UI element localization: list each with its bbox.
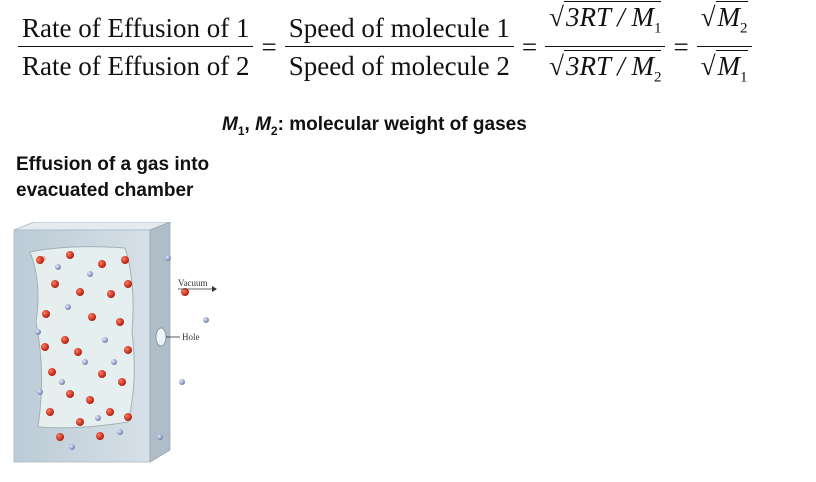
rate-denominator: Rate of Effusion of 2 <box>22 51 250 81</box>
mass-numerator-text: M <box>717 1 741 32</box>
mass-denominator-sub: 1 <box>740 69 748 86</box>
figure-caption: Effusion of a gas into evacuated chamber <box>16 152 256 204</box>
sqrt-icon: √ <box>549 51 564 81</box>
m1-symbol: M <box>222 114 238 135</box>
vacuum-label: Vacuum <box>178 278 208 288</box>
m2-sub: 2 <box>270 123 278 138</box>
mass-fraction: √M2 √M1 <box>696 0 752 94</box>
sqrt-icon: √ <box>700 51 716 81</box>
m2-symbol: M <box>255 114 271 135</box>
graham-law-equation: Rate of Effusion of 1 Rate of Effusion o… <box>18 0 808 90</box>
chamber-top-face <box>13 222 171 231</box>
rms-fraction: √3RT / M1 √3RT / M2 <box>545 0 666 94</box>
mass-denominator-text: M <box>717 51 741 81</box>
rms-denominator: √3RT / M2 <box>545 47 665 94</box>
sqrt-icon: √ <box>549 1 564 32</box>
speed-denominator: Speed of molecule 2 <box>288 51 510 81</box>
vacuum-arrow-head <box>212 286 217 292</box>
legend-text: : molecular weight of gases <box>277 114 527 135</box>
equals-sign-1: = <box>261 31 277 62</box>
legend-separator: , <box>244 114 256 135</box>
caption-line-2: evacuated chamber <box>16 180 194 201</box>
speed-numerator: Speed of molecule 1 <box>284 11 514 47</box>
hole-label: Hole <box>182 332 200 342</box>
mass-denominator: √M1 <box>697 47 752 94</box>
rate-fraction: Rate of Effusion of 1 Rate of Effusion o… <box>18 11 254 83</box>
rms-denominator-text: 3RT / M <box>565 51 654 81</box>
equals-sign-2: = <box>521 31 538 62</box>
hole-icon <box>155 327 167 347</box>
equals-sign-3: = <box>673 31 689 62</box>
m1-sub: 1 <box>237 123 245 138</box>
rms-numerator: √3RT / M1 <box>545 0 666 47</box>
mass-numerator-sub: 2 <box>740 20 748 36</box>
rms-numerator-sub: 1 <box>653 20 662 36</box>
rms-numerator-text: 3RT / M <box>565 1 654 32</box>
mass-numerator: √M2 <box>696 0 752 47</box>
gas-molecules <box>35 251 209 450</box>
speed-fraction: Speed of molecule 1 Speed of molecule 2 <box>284 11 514 83</box>
molecular-weight-legend: M1, M2: molecular weight of gases <box>222 114 527 138</box>
chamber-window <box>29 246 135 429</box>
caption-line-1: Effusion of a gas into <box>16 154 210 175</box>
effusion-figure: Vacuum Hole <box>13 222 217 463</box>
rms-denominator-sub: 2 <box>653 69 662 86</box>
rate-numerator: Rate of Effusion of 1 <box>18 11 254 47</box>
sqrt-icon: √ <box>700 1 716 32</box>
